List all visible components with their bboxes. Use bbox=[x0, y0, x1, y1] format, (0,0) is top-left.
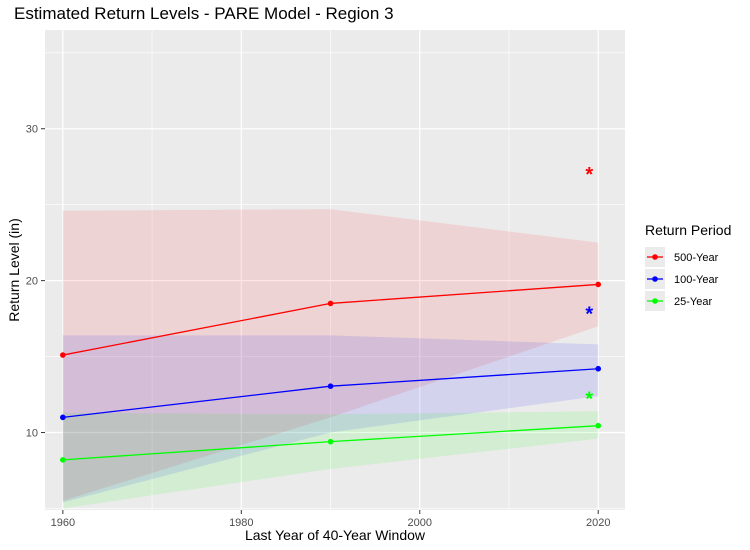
x-tick-label: 1980 bbox=[229, 517, 253, 529]
legend-label: 100-Year bbox=[674, 274, 719, 286]
x-axis-label: Last Year of 40-Year Window bbox=[245, 527, 426, 543]
y-axis-label: Return Level (in) bbox=[6, 218, 22, 322]
legend-key-point bbox=[652, 254, 658, 260]
minor-gridlines bbox=[45, 30, 625, 510]
point-25-Year bbox=[595, 422, 602, 429]
star-25-Year: * bbox=[585, 389, 593, 411]
point-100-Year bbox=[595, 365, 602, 372]
star-500-Year: * bbox=[585, 164, 593, 186]
chart-title: Estimated Return Levels - PARE Model - R… bbox=[14, 4, 394, 23]
y-tick-label: 30 bbox=[26, 124, 38, 136]
legend-key-point bbox=[652, 276, 658, 282]
legend-label: 500-Year bbox=[674, 252, 719, 264]
legend: 500-Year 100-Year 25-Year bbox=[645, 247, 719, 311]
axes: 1960 1980 2000 2020 10 20 30 bbox=[26, 124, 611, 529]
legend-key-point bbox=[652, 298, 658, 304]
point-500-Year bbox=[60, 352, 66, 358]
band-500-Year bbox=[62, 209, 599, 501]
point-100-Year bbox=[60, 414, 66, 421]
point-25-Year bbox=[327, 438, 334, 445]
x-tick-label: 1960 bbox=[51, 517, 75, 529]
x-tick-label: 2020 bbox=[586, 517, 610, 529]
major-gridlines bbox=[45, 30, 625, 510]
star-100-Year: * bbox=[585, 304, 593, 326]
point-25-Year bbox=[60, 457, 66, 463]
y-tick-label: 20 bbox=[26, 276, 38, 288]
point-100-Year bbox=[327, 383, 334, 390]
point-500-Year bbox=[595, 281, 602, 288]
observed-stars: * * * bbox=[585, 164, 593, 411]
series-points bbox=[60, 281, 602, 463]
band-25-Year bbox=[62, 411, 599, 509]
legend-title: Return Period bbox=[645, 222, 732, 238]
legend-label: 25-Year bbox=[674, 296, 712, 308]
confidence-bands bbox=[62, 209, 599, 509]
y-tick-label: 10 bbox=[26, 428, 38, 440]
x-tick-label: 2000 bbox=[408, 517, 432, 529]
point-500-Year bbox=[327, 300, 334, 307]
